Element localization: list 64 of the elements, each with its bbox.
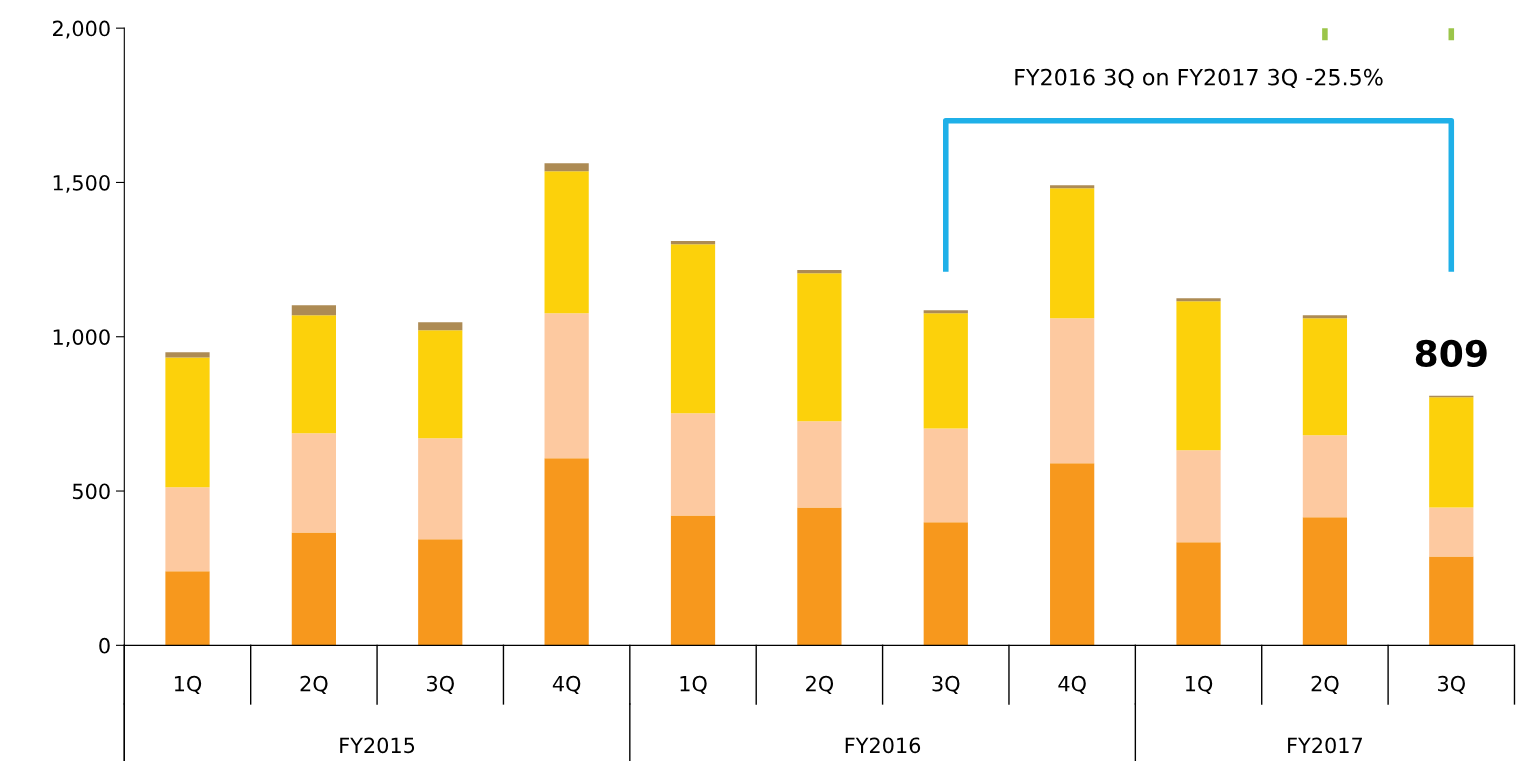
bar [544,171,589,314]
bar [1176,301,1221,451]
text: FY2016 [845,737,921,754]
bar [418,438,463,540]
y-tick-label: 1,500 [53,174,110,193]
bar [670,241,716,245]
bar [1050,185,1095,189]
x-tick-label: 1Q [680,675,707,694]
bar [1176,542,1221,646]
x-tick-label: 2Q [1311,675,1339,694]
bar [1429,507,1474,557]
bar [670,244,716,414]
x-tick-label: 4Q [1058,675,1086,694]
bar [1050,318,1095,464]
bar [291,315,336,434]
bar [1302,318,1348,436]
bar [165,571,210,646]
text: FY2017 [1288,737,1362,754]
bar [1176,450,1221,543]
bar [1176,298,1221,302]
bar [923,313,968,429]
bar [165,487,210,572]
text: FY2015 [340,737,415,754]
bar [1302,315,1348,319]
bar [291,433,336,533]
y-tick-label: 0 [99,637,110,654]
y-tick-label: 500 [72,483,110,500]
bar [1429,556,1474,646]
x-tick-label: 3Q [932,675,960,694]
bar [544,313,589,459]
bar [923,310,968,314]
bar [544,163,589,172]
x-tick-label: 2Q [806,675,834,694]
bar [418,539,463,646]
x-tick-label: 2Q [300,675,328,694]
y-tick-label: 2,000 [53,20,110,39]
bar [1429,397,1474,508]
bar [418,322,463,331]
bar [1050,463,1095,646]
bar [291,305,336,316]
bar [544,458,589,646]
bar [923,428,968,523]
bar [165,357,210,488]
annotation: 809 [1415,339,1487,368]
bar [291,532,336,646]
bar [797,507,842,646]
bar [797,421,842,508]
x-tick-label: 3Q [1438,675,1465,694]
x-tick-label: 4Q [552,675,581,694]
bar [1050,188,1095,319]
bar [797,270,842,274]
bar [797,273,842,422]
bar [670,413,716,516]
annotation: FY2016 3Q on FY2017 3Q -25.5% [1015,68,1383,89]
bar [165,352,210,358]
x-tick-label: 1Q [174,675,202,694]
bar [1302,517,1348,646]
y-tick-label: 1,000 [53,329,110,348]
x-tick-label: 1Q [1186,675,1213,694]
bar [418,330,463,439]
bar [670,515,716,646]
bar [923,522,968,646]
bar [1302,435,1348,518]
x-tick-label: 3Q [427,675,454,694]
